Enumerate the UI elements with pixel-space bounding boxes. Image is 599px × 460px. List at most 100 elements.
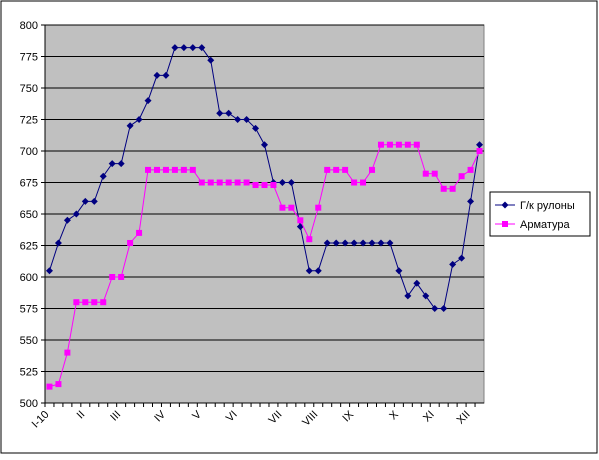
y-tick-label: 675 — [20, 178, 38, 190]
marker — [117, 160, 125, 168]
marker — [395, 141, 402, 148]
marker — [278, 179, 286, 186]
marker — [323, 239, 331, 247]
marker — [395, 267, 403, 275]
marker — [431, 305, 439, 312]
marker — [467, 166, 474, 173]
marker — [135, 116, 143, 123]
marker — [171, 166, 178, 173]
marker — [54, 239, 62, 247]
marker — [153, 71, 161, 79]
marker — [144, 97, 152, 105]
marker — [198, 179, 205, 186]
marker — [225, 179, 232, 186]
marker — [288, 204, 295, 211]
marker — [350, 239, 358, 247]
marker — [243, 116, 251, 123]
marker — [377, 141, 384, 148]
marker — [431, 170, 438, 177]
marker — [386, 239, 394, 247]
marker — [252, 124, 260, 132]
marker — [118, 274, 125, 280]
marker — [198, 44, 206, 52]
marker — [306, 236, 313, 243]
marker — [45, 267, 53, 275]
y-tick-label: 500 — [20, 398, 38, 410]
marker — [99, 172, 107, 180]
marker — [189, 166, 196, 173]
marker — [55, 381, 62, 388]
marker — [145, 166, 152, 173]
y-tick-label: 650 — [20, 209, 38, 221]
marker — [324, 166, 331, 173]
marker — [413, 141, 420, 148]
marker — [502, 221, 508, 227]
marker — [153, 166, 160, 173]
marker — [449, 260, 457, 268]
marker — [180, 166, 187, 173]
marker — [476, 141, 484, 149]
marker — [261, 141, 268, 149]
y-tick-label: 725 — [20, 115, 38, 127]
marker — [440, 185, 447, 192]
marker — [216, 179, 223, 186]
marker — [404, 141, 411, 148]
marker — [162, 71, 170, 79]
marker — [368, 239, 376, 247]
legend-label: Арматура — [520, 219, 571, 231]
marker — [171, 44, 179, 52]
marker — [261, 182, 268, 189]
marker — [404, 292, 412, 300]
marker — [63, 216, 71, 224]
marker — [467, 197, 475, 205]
marker — [216, 109, 224, 117]
marker — [252, 182, 259, 189]
marker — [72, 210, 80, 218]
marker — [413, 279, 421, 287]
marker — [279, 204, 286, 211]
y-tick-label: 700 — [20, 146, 38, 158]
y-tick-label: 625 — [20, 241, 38, 253]
y-tick-label: 775 — [20, 52, 38, 64]
marker — [91, 299, 98, 306]
marker — [126, 122, 134, 130]
marker — [314, 267, 322, 275]
marker — [458, 254, 466, 262]
y-tick-label: 575 — [20, 304, 38, 316]
marker — [359, 239, 367, 247]
marker — [458, 173, 465, 180]
marker — [422, 170, 429, 177]
marker — [422, 292, 430, 300]
marker — [332, 239, 340, 247]
marker — [127, 239, 134, 246]
y-tick-label: 750 — [20, 83, 38, 95]
marker — [234, 179, 241, 186]
marker — [342, 166, 349, 173]
marker — [46, 383, 53, 390]
marker — [315, 204, 322, 211]
marker — [109, 274, 116, 280]
marker — [333, 166, 340, 173]
marker — [82, 299, 89, 306]
legend-box — [489, 191, 591, 237]
marker — [243, 179, 250, 186]
marker — [189, 44, 197, 52]
y-tick-label: 525 — [20, 367, 38, 379]
marker — [386, 141, 393, 148]
marker — [180, 44, 188, 52]
marker — [162, 166, 169, 173]
marker — [100, 299, 107, 306]
marker — [449, 185, 456, 192]
marker — [73, 299, 80, 306]
marker — [225, 109, 233, 117]
marker — [64, 349, 71, 356]
marker — [108, 160, 116, 168]
marker — [351, 179, 358, 186]
marker — [305, 267, 313, 275]
legend-label: Г/к рулоны — [520, 200, 575, 212]
marker — [90, 197, 98, 205]
marker — [297, 217, 304, 224]
marker — [234, 116, 242, 123]
